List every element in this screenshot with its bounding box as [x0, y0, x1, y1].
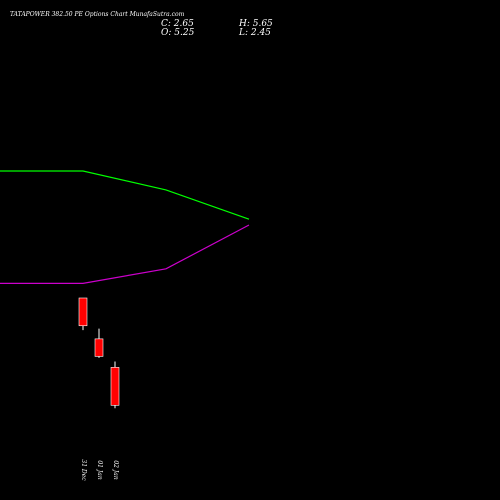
indicator-line-1: [0, 170, 250, 220]
candle-body-1: [78, 297, 88, 327]
x-tick-label-1: 31 Dec: [80, 459, 87, 481]
x-tick-label-2: 01 Jan: [96, 460, 103, 480]
open-value: O: 5.25: [161, 28, 195, 38]
close-value: C: 2.65: [161, 19, 194, 29]
indicator-line-2: [0, 224, 250, 284]
high-value: H: 5.65: [239, 19, 273, 29]
low-value: L: 2.45: [239, 28, 271, 38]
candle-body-2: [94, 338, 104, 357]
chart-title: TATAPOWER 382.50 PE Options Chart Munafa…: [10, 11, 185, 18]
candle-body-3: [110, 367, 120, 406]
x-tick-label-3: 02 Jan: [112, 460, 119, 480]
